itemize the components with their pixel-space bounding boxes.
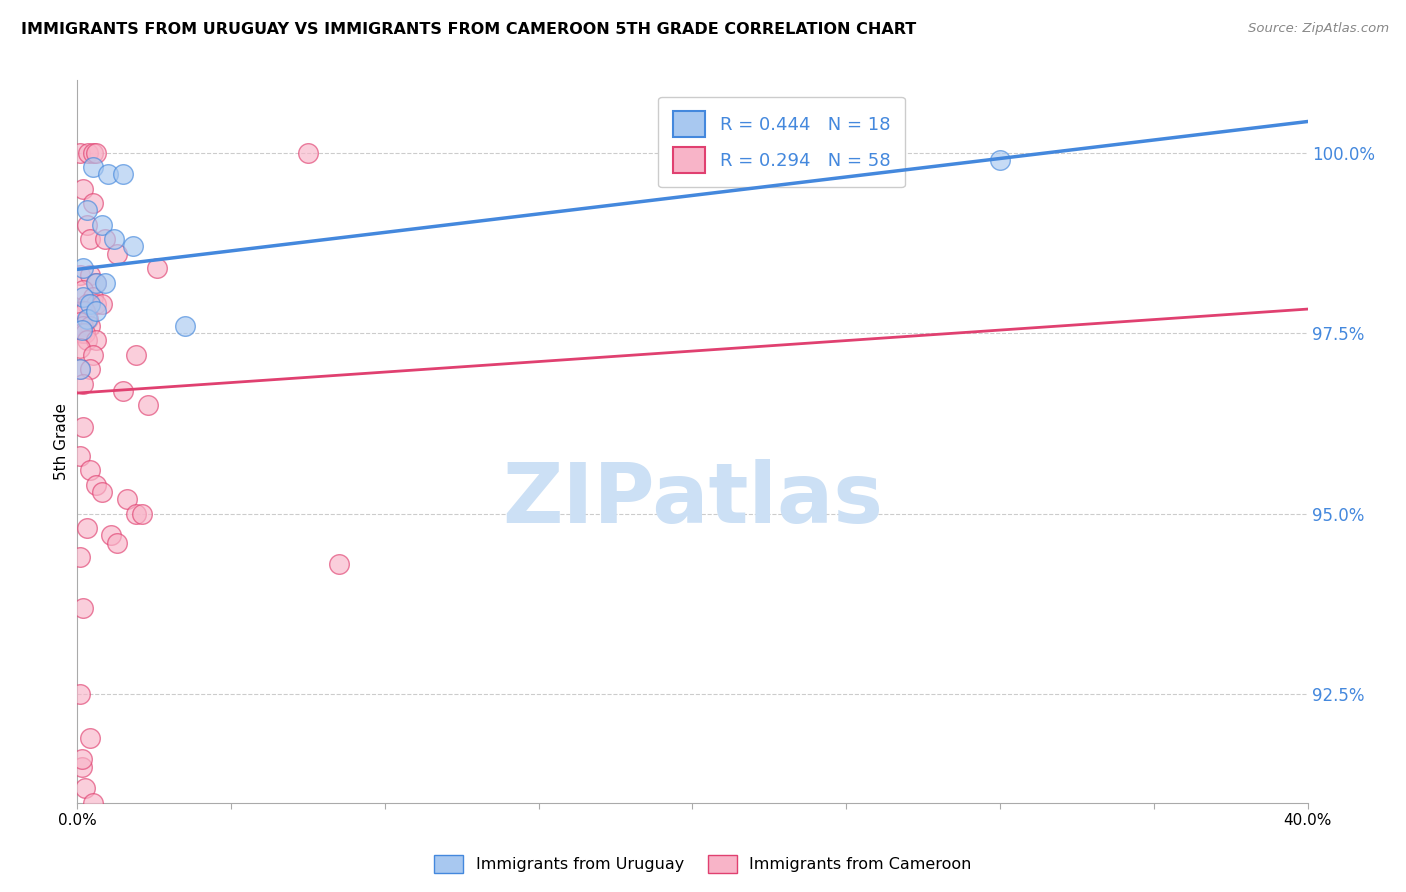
Point: [146, 261, 169, 276]
Point: [84, 334, 107, 348]
Point: [84, 478, 107, 492]
Point: [73, 326, 96, 341]
Point: [69, 550, 91, 565]
Point: [72, 290, 94, 304]
Legend: R = 0.444   N = 18, R = 0.294   N = 58: R = 0.444 N = 18, R = 0.294 N = 58: [658, 96, 905, 187]
Point: [90, 485, 114, 500]
Point: [84, 297, 107, 311]
Point: [125, 507, 148, 521]
Point: [84, 304, 107, 318]
Point: [70, 304, 93, 318]
Point: [72, 182, 94, 196]
Point: [69, 145, 91, 160]
Point: [115, 492, 138, 507]
Point: [73, 304, 96, 318]
Legend: Immigrants from Uruguay, Immigrants from Cameroon: Immigrants from Uruguay, Immigrants from…: [427, 848, 979, 880]
Point: [69, 362, 91, 376]
Point: [79, 318, 101, 333]
Point: [79, 463, 101, 477]
Point: [105, 535, 128, 549]
Point: [90, 297, 114, 311]
Y-axis label: 5th Grade: 5th Grade: [53, 403, 69, 480]
Point: [100, 528, 122, 542]
Point: [328, 558, 350, 572]
Text: Source: ZipAtlas.com: Source: ZipAtlas.com: [1249, 22, 1389, 36]
Point: [131, 507, 153, 521]
Point: [70, 759, 93, 773]
Point: [103, 232, 125, 246]
Point: [69, 687, 91, 701]
Text: IMMIGRANTS FROM URUGUAY VS IMMIGRANTS FROM CAMEROON 5TH GRADE CORRELATION CHART: IMMIGRANTS FROM URUGUAY VS IMMIGRANTS FR…: [21, 22, 917, 37]
Point: [82, 348, 104, 362]
Point: [76, 521, 98, 535]
Point: [70, 326, 93, 341]
Point: [76, 297, 98, 311]
Point: [82, 196, 104, 211]
Point: [76, 218, 98, 232]
Point: [79, 268, 101, 283]
Text: ZIPatlas: ZIPatlas: [502, 458, 883, 540]
Point: [69, 362, 91, 376]
Point: [82, 290, 104, 304]
Point: [69, 315, 91, 329]
Point: [77, 145, 100, 160]
Point: [84, 145, 107, 160]
Point: [72, 318, 94, 333]
Point: [72, 376, 94, 391]
Point: [121, 239, 143, 253]
Point: [79, 232, 101, 246]
Point: [988, 153, 1011, 167]
Point: [79, 362, 101, 376]
Point: [82, 796, 104, 810]
Point: [69, 268, 91, 283]
Point: [76, 334, 98, 348]
Point: [84, 276, 107, 290]
Point: [174, 318, 197, 333]
Point: [136, 398, 159, 412]
Point: [79, 297, 101, 311]
Point: [76, 311, 98, 326]
Point: [73, 781, 96, 796]
Point: [72, 600, 94, 615]
Point: [82, 160, 104, 174]
Point: [94, 276, 117, 290]
Point: [112, 167, 135, 181]
Point: [297, 145, 319, 160]
Point: [82, 145, 104, 160]
Point: [72, 261, 94, 276]
Point: [105, 246, 128, 260]
Point: [76, 203, 98, 218]
Point: [97, 167, 120, 181]
Point: [112, 384, 135, 398]
Point: [70, 322, 93, 336]
Point: [77, 311, 100, 326]
Point: [69, 341, 91, 355]
Point: [72, 283, 94, 297]
Point: [79, 731, 101, 745]
Point: [90, 218, 114, 232]
Point: [125, 348, 148, 362]
Point: [84, 276, 107, 290]
Point: [69, 449, 91, 463]
Point: [94, 232, 117, 246]
Point: [72, 420, 94, 434]
Point: [70, 752, 93, 766]
